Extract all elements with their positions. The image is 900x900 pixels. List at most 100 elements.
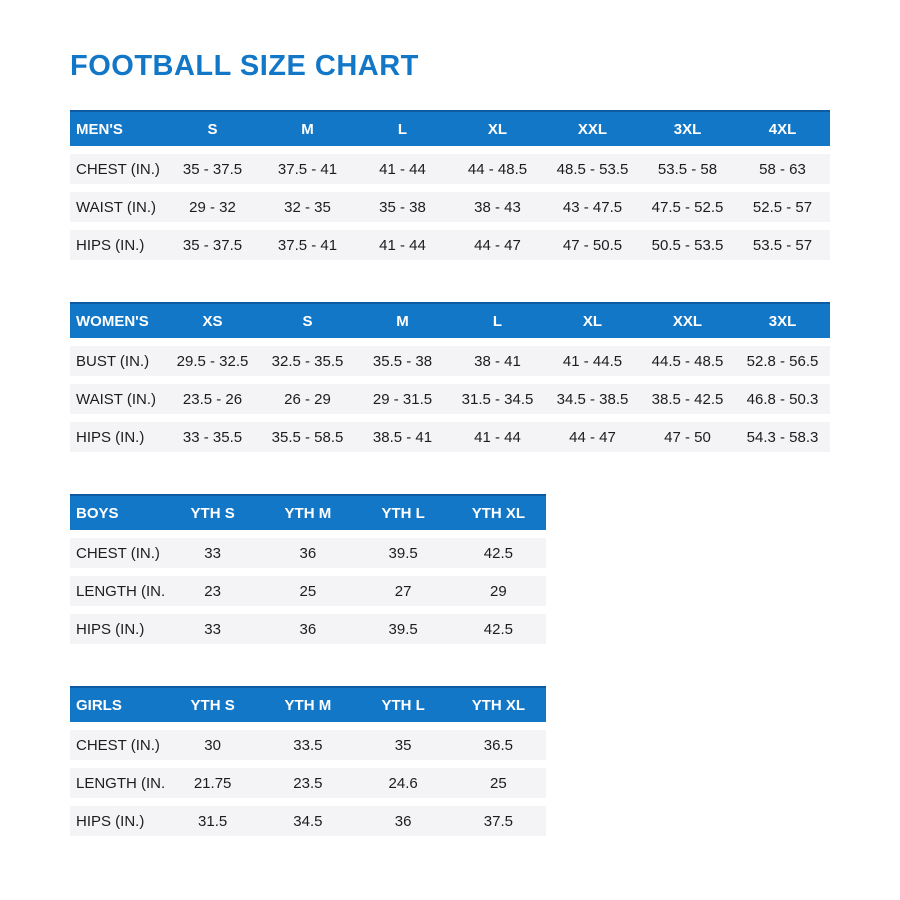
girls-measurement-value: 34.5 [293,812,323,830]
girls-measurement-value: 35 [394,736,412,754]
boys-measurement-value: 25 [299,582,317,600]
girls-measurement-value: 25 [490,774,507,792]
womens-measurement-label: WAIST (IN.) [76,390,156,408]
mens-measurement-value: 37.5 - 41 [277,160,338,178]
mens-measurement-value: 35 - 38 [379,198,426,216]
womens-measurement-value: 33 - 35.5 [182,428,243,446]
womens-measurement-value: 38 - 41 [474,352,521,370]
boys-measurement-value: 33 [204,620,221,638]
womens-table-header: WOMEN'S XS S M L XL XXL 3XL [70,302,830,338]
mens-size-table: MEN'S S M L XL XXL 3XL 4XL CHEST (IN.) 35 - 37.5 3… [70,110,830,260]
womens-measurement-value: 31.5 - 34.5 [461,390,534,408]
mens-measurement-value: 48.5 - 53.5 [556,160,629,178]
womens-measurement-value: 29 - 31.5 [372,390,433,408]
mens-table-row: WAIST (IN.) 29 - 32 32 - 35 35 - 38 38 - 43 4… [70,192,830,222]
boys-measurement-value: 23 [204,582,221,600]
womens-measurement-value: 32.5 - 35.5 [271,352,344,370]
womens-measurement-value: 44 - 47 [569,428,616,446]
mens-size-column-header: L [397,120,408,138]
boys-measurement-value: 36 [299,544,317,562]
womens-header-label: WOMEN'S [76,312,149,330]
womens-size-column-header: XS [202,312,223,330]
boys-header-label: BOYS [76,504,119,522]
womens-measurement-value: 34.5 - 38.5 [556,390,629,408]
girls-measurement-value: 36 [394,812,412,830]
mens-measurement-value: 29 - 32 [189,198,236,216]
boys-table-row: LENGTH (IN.) 23 25 27 29 [70,576,546,606]
womens-table-row: BUST (IN.) 29.5 - 32.5 32.5 - 35.5 35.5 - 3… [70,346,830,376]
mens-measurement-value: 44 - 47 [474,236,521,254]
womens-size-column-header: 3XL [768,312,797,330]
girls-size-table: GIRLS YTH S YTH M YTH L YTH XL CHEST (IN.) 30 3… [70,686,546,836]
girls-measurement-value: 33.5 [293,736,323,754]
mens-table-row: HIPS (IN.) 35 - 37.5 37.5 - 41 41 - 44 44 - … [70,230,830,260]
mens-size-column-header: M [301,120,314,138]
womens-measurement-value: 38.5 - 42.5 [651,390,724,408]
boys-size-column-header: YTH M [284,504,332,522]
womens-measurement-value: 41 - 44 [474,428,521,446]
mens-measurement-value: 47.5 - 52.5 [651,198,724,216]
girls-measurement-value: 24.6 [388,774,418,792]
womens-measurement-label: HIPS (IN.) [76,428,145,446]
womens-size-column-header: S [302,312,313,330]
womens-measurement-value: 35.5 - 38 [372,352,433,370]
boys-size-table: BOYS YTH S YTH M YTH L YTH XL CHEST (IN.) 33 36… [70,494,546,644]
mens-measurement-value: 32 - 35 [284,198,331,216]
girls-size-column-header: YTH XL [471,696,526,714]
boys-size-column-header: YTH S [190,504,235,522]
girls-measurement-label: CHEST (IN.) [76,736,160,754]
womens-measurement-value: 44.5 - 48.5 [651,352,724,370]
mens-measurement-value: 41 - 44 [379,236,426,254]
mens-measurement-value: 35 - 37.5 [182,160,243,178]
boys-size-column-header: YTH XL [471,504,526,522]
womens-measurement-value: 47 - 50 [664,428,711,446]
womens-measurement-value: 26 - 29 [284,390,331,408]
girls-measurement-value: 30 [204,736,221,754]
mens-measurement-value: 52.5 - 57 [752,198,813,216]
womens-measurement-value: 38.5 - 41 [372,428,433,446]
boys-measurement-label: CHEST (IN.) [76,544,160,562]
mens-measurement-value: 41 - 44 [379,160,426,178]
mens-measurement-value: 47 - 50.5 [562,236,623,254]
mens-measurement-value: 58 - 63 [759,160,806,178]
boys-table-row: HIPS (IN.) 33 36 39.5 42.5 [70,614,546,644]
mens-table-header: MEN'S S M L XL XXL 3XL 4XL [70,110,830,146]
boys-measurement-value: 36 [299,620,317,638]
mens-measurement-value: 37.5 - 41 [277,236,338,254]
womens-measurement-value: 46.8 - 50.3 [746,390,819,408]
girls-size-column-header: YTH M [284,696,332,714]
mens-measurement-value: 38 - 43 [474,198,521,216]
page-title: FOOTBALL SIZE CHART [70,50,419,82]
mens-measurement-value: 44 - 48.5 [467,160,528,178]
mens-header-label: MEN'S [76,120,123,138]
mens-measurement-value: 53.5 - 57 [752,236,813,254]
womens-measurement-value: 52.8 - 56.5 [746,352,819,370]
mens-table-row: CHEST (IN.) 35 - 37.5 37.5 - 41 41 - 44 44 -… [70,154,830,184]
mens-measurement-value: 50.5 - 53.5 [651,236,724,254]
womens-table-row: HIPS (IN.) 33 - 35.5 35.5 - 58.5 38.5 - 41 4… [70,422,830,452]
mens-size-column-header: 3XL [673,120,702,138]
mens-measurement-value: 43 - 47.5 [562,198,623,216]
mens-size-column-header: 4XL [768,120,797,138]
girls-size-column-header: YTH S [190,696,235,714]
boys-measurement-value: 29 [490,582,507,600]
girls-measurement-label: LENGTH (IN.) [76,774,165,792]
mens-size-column-header: XXL [577,120,608,138]
boys-size-column-header: YTH L [381,504,425,522]
mens-measurement-label: WAIST (IN.) [76,198,156,216]
womens-size-column-header: XL [582,312,603,330]
womens-size-column-header: XXL [672,312,703,330]
mens-measurement-value: 35 - 37.5 [182,236,243,254]
mens-measurement-label: CHEST (IN.) [76,160,160,178]
boys-measurement-value: 39.5 [388,620,418,638]
boys-measurement-label: HIPS (IN.) [76,620,145,638]
mens-measurement-label: HIPS (IN.) [76,236,145,254]
girls-measurement-value: 23.5 [293,774,323,792]
girls-header-label: GIRLS [76,696,122,714]
womens-measurement-value: 54.3 - 58.3 [746,428,819,446]
womens-measurement-value: 29.5 - 32.5 [176,352,249,370]
womens-size-column-header: M [396,312,409,330]
girls-measurement-value: 36.5 [483,736,513,754]
womens-size-table: WOMEN'S XS S M L XL XXL 3XL BUST (IN.) 29.5 - 32.… [70,302,830,452]
